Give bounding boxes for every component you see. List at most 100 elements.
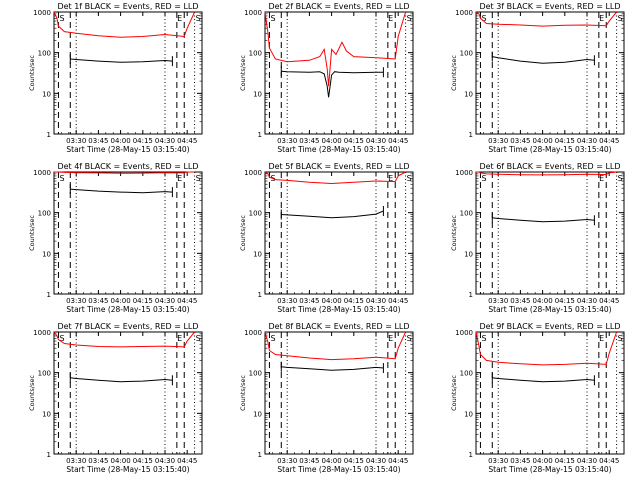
x-tick-label: 03:45: [299, 297, 319, 305]
y-tick-label: 10: [253, 410, 262, 418]
x-tick-label: 03:30: [277, 457, 297, 465]
detector-panel-6: Det 6f BLACK = Events, RED = LLD 1 10 100 10…: [450, 162, 625, 314]
y-tick-label: 1000: [455, 169, 473, 177]
marker-label-s: S: [59, 14, 64, 23]
x-tick-label: 04:00: [111, 137, 131, 145]
y-tick-label: 1: [47, 451, 51, 459]
marker-label-s: S: [407, 174, 412, 183]
y-tick-label: 1000: [455, 329, 473, 337]
lld-series-line: [475, 11, 617, 27]
y-tick-label: 1: [469, 291, 473, 299]
panel-title: Det 8f BLACK = Events, RED = LLD: [268, 322, 409, 331]
x-tick-label: 04:30: [366, 137, 386, 145]
y-tick-label: 10: [42, 90, 51, 98]
x-tick-label: 04:15: [133, 137, 153, 145]
marker-label-e: E: [388, 174, 393, 183]
marker-label-e: E: [599, 334, 604, 343]
x-tick-label: 04:00: [322, 137, 342, 145]
y-tick-label: 100: [460, 50, 473, 58]
x-tick-label: 03:30: [488, 297, 508, 305]
detector-panel-4: Det 4f BLACK = Events, RED = LLD 1 10 100 10…: [28, 162, 203, 314]
x-tick-label: 03:30: [488, 457, 508, 465]
y-axis-label: Counts/sec: [450, 215, 458, 251]
y-tick-label: 1: [258, 451, 262, 459]
y-tick-label: 1: [469, 451, 473, 459]
x-tick-label: 03:30: [66, 457, 86, 465]
lld-series-line: [475, 331, 618, 366]
x-tick-label: 04:30: [155, 297, 175, 305]
marker-label-s: S: [618, 14, 623, 23]
x-axis-label: Start Time (28-May-15 03:15:40): [66, 305, 189, 314]
x-tick-label: 04:45: [177, 297, 197, 305]
lld-series-line: [264, 331, 407, 361]
lld-series-line: [54, 171, 195, 174]
panel-title: Det 3f BLACK = Events, RED = LLD: [479, 2, 620, 11]
x-axis-label: Start Time (28-May-15 03:15:40): [66, 145, 189, 154]
x-tick-label: 04:15: [344, 457, 364, 465]
marker-label-s: S: [196, 334, 201, 343]
x-tick-label: 03:45: [88, 137, 108, 145]
x-axis-label: Start Time (28-May-15 03:15:40): [488, 465, 611, 474]
y-tick-label: 100: [460, 210, 473, 218]
x-tick-label: 03:30: [277, 297, 297, 305]
events-series-line: [492, 377, 595, 383]
panel-title: Det 6f BLACK = Events, RED = LLD: [479, 162, 620, 171]
x-tick-label: 03:45: [299, 137, 319, 145]
lld-series-line: [53, 331, 195, 348]
x-axis-label: Start Time (28-May-15 03:15:40): [66, 465, 189, 474]
y-tick-label: 1: [258, 131, 262, 139]
x-tick-label: 03:30: [488, 137, 508, 145]
lld-series-line: [53, 11, 196, 38]
detector-panel-9: Det 9f BLACK = Events, RED = LLD 1 10 100 10…: [450, 322, 625, 474]
marker-label-s: S: [481, 14, 486, 23]
marker-label-s: S: [407, 334, 412, 343]
marker-label-s: S: [270, 334, 275, 343]
marker-label-s: S: [481, 174, 486, 183]
detector-panel-7: Det 7f BLACK = Events, RED = LLD 1 10 100 10…: [28, 322, 203, 474]
marker-label-s: S: [270, 14, 275, 23]
panel-title: Det 1f BLACK = Events, RED = LLD: [57, 2, 198, 11]
detector-panel-5: Det 5f BLACK = Events, RED = LLD 1 10 100 10…: [239, 162, 414, 314]
y-axis-label: Counts/sec: [28, 55, 36, 91]
x-tick-label: 04:45: [388, 137, 408, 145]
x-tick-label: 04:00: [533, 297, 553, 305]
marker-label-s: S: [196, 174, 201, 183]
x-tick-label: 04:15: [555, 457, 575, 465]
y-tick-label: 1: [258, 291, 262, 299]
x-tick-label: 03:45: [510, 297, 530, 305]
events-series-line: [281, 366, 384, 371]
x-tick-label: 04:30: [577, 457, 597, 465]
marker-label-s: S: [618, 174, 623, 183]
marker-label-s: S: [618, 334, 623, 343]
x-tick-label: 03:45: [88, 297, 108, 305]
x-tick-label: 04:30: [577, 137, 597, 145]
marker-label-s: S: [59, 334, 64, 343]
panel-title: Det 9f BLACK = Events, RED = LLD: [479, 322, 620, 331]
y-tick-label: 1000: [455, 9, 473, 17]
marker-label-e: E: [599, 14, 604, 23]
y-tick-label: 100: [38, 370, 51, 378]
x-tick-label: 04:15: [555, 137, 575, 145]
events-series-line: [281, 210, 384, 219]
y-tick-label: 100: [38, 210, 51, 218]
x-axis-label: Start Time (28-May-15 03:15:40): [277, 305, 400, 314]
y-tick-label: 10: [42, 250, 51, 258]
x-tick-label: 04:30: [577, 297, 597, 305]
y-axis-label: Counts/sec: [239, 55, 247, 91]
y-tick-label: 1000: [244, 169, 262, 177]
y-tick-label: 1: [47, 291, 51, 299]
x-tick-label: 03:45: [510, 457, 530, 465]
events-series-line: [70, 188, 173, 194]
y-tick-label: 100: [249, 50, 262, 58]
y-tick-label: 10: [464, 410, 473, 418]
x-tick-label: 03:30: [277, 137, 297, 145]
y-tick-label: 1000: [33, 169, 51, 177]
y-tick-label: 1000: [244, 329, 262, 337]
x-tick-label: 04:15: [344, 297, 364, 305]
detector-panel-3: Det 3f BLACK = Events, RED = LLD 1 10 100 10…: [450, 2, 625, 154]
panel-title: Det 5f BLACK = Events, RED = LLD: [268, 162, 409, 171]
x-tick-label: 04:45: [599, 457, 619, 465]
y-tick-label: 1: [469, 131, 473, 139]
events-series-line: [281, 70, 384, 98]
